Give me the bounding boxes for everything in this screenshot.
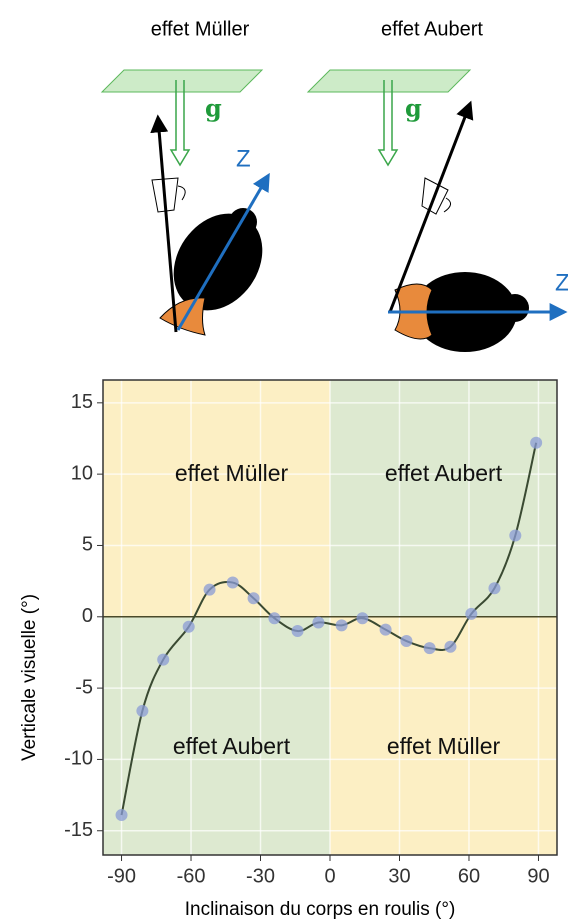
x-axis-label: Inclinaison du corps en roulis (°): [185, 899, 456, 920]
data-point: [335, 619, 348, 632]
data-point: [226, 576, 239, 589]
y-axis-label: Verticale visuelle (°): [19, 594, 40, 761]
quadrant-bg: [103, 380, 330, 617]
z-axis-arrow: [176, 172, 270, 331]
data-point: [203, 583, 216, 596]
data-point: [157, 653, 170, 666]
plate: [100, 69, 264, 93]
x-tick-label: -90: [107, 865, 136, 887]
y-tick-label: 0: [82, 605, 93, 627]
gravity-label: g: [205, 94, 222, 123]
data-point: [247, 592, 260, 605]
data-point: [400, 635, 413, 648]
y-tick-label: 10: [71, 462, 93, 484]
data-point: [268, 612, 281, 625]
cup: [421, 177, 451, 215]
data-point: [488, 582, 501, 595]
cup: [151, 177, 186, 213]
diagram-title: effet Aubert: [381, 18, 483, 40]
y-tick-label: -5: [75, 676, 93, 698]
gravity-arrow: [377, 80, 399, 167]
data-point: [115, 809, 128, 822]
data-point: [465, 607, 478, 620]
gravity-label: g: [405, 94, 422, 123]
quadrant-label: effet Aubert: [385, 460, 503, 486]
y-tick-label: 15: [71, 391, 93, 413]
y-tick-label: -10: [64, 748, 93, 770]
x-tick-label: 30: [388, 865, 410, 887]
x-tick-label: 0: [324, 865, 335, 887]
quadrant-bg: [330, 380, 557, 617]
gravity-arrow: [169, 80, 191, 167]
chart: -90 -60 -30 0 30 60 90 -15 -10 -5 0 5 10 15 effet Müll…: [19, 379, 558, 920]
visual-vertical-arrow: [150, 114, 178, 333]
y-tick-label: 5: [82, 534, 93, 556]
hair: [501, 294, 529, 322]
hair: [229, 208, 257, 236]
data-point: [136, 704, 149, 717]
quadrant-bg: [330, 616, 557, 855]
diagram-mueller: effet Müller g Z: [100, 18, 270, 336]
data-point: [423, 642, 436, 655]
data-point: [182, 620, 195, 633]
data-point: [291, 625, 304, 638]
data-point: [379, 623, 392, 636]
plot-border: [102, 379, 558, 856]
diagram-title: effet Müller: [151, 18, 250, 40]
x-tick-label: 60: [458, 865, 480, 887]
quadrant-label: effet Aubert: [173, 733, 291, 759]
data-point: [312, 616, 325, 629]
data-point: [509, 529, 522, 542]
visual-vertical-arrow: [388, 100, 474, 313]
x-tick-label: 90: [527, 865, 549, 887]
quadrant-label: effet Müller: [175, 460, 289, 486]
diagram-aubert: effet Aubert g Z: [306, 18, 568, 352]
z-label: Z: [555, 269, 568, 296]
quadrant-label: effet Müller: [387, 733, 501, 759]
face: [159, 297, 206, 336]
x-tick-label: -30: [246, 865, 275, 887]
y-tick-label: -15: [64, 819, 93, 841]
x-tick-label: -60: [177, 865, 206, 887]
data-point: [444, 640, 457, 653]
z-label: Z: [236, 145, 251, 172]
quadrant-bg: [103, 616, 330, 855]
data-point: [530, 436, 543, 449]
data-point: [356, 612, 369, 625]
plate: [306, 69, 472, 93]
